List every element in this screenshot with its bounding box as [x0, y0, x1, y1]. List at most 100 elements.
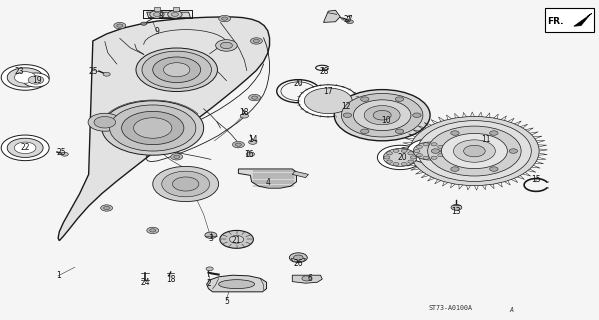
Circle shape [249, 140, 257, 144]
Circle shape [110, 105, 196, 151]
Polygon shape [323, 10, 340, 22]
Text: 4: 4 [266, 178, 271, 187]
Circle shape [219, 15, 231, 22]
Circle shape [395, 97, 404, 101]
Circle shape [431, 149, 440, 153]
Text: 9: 9 [155, 28, 159, 36]
Circle shape [410, 116, 539, 186]
Circle shape [302, 276, 311, 281]
Circle shape [153, 166, 219, 202]
Circle shape [222, 17, 228, 20]
Circle shape [304, 88, 352, 114]
Circle shape [150, 11, 164, 18]
Circle shape [431, 156, 437, 159]
Circle shape [171, 154, 183, 160]
Circle shape [94, 116, 116, 128]
Circle shape [401, 149, 407, 152]
Circle shape [164, 63, 190, 77]
Text: 13: 13 [452, 207, 461, 216]
Circle shape [377, 145, 423, 170]
Circle shape [353, 100, 411, 131]
Circle shape [440, 149, 446, 153]
Text: 21: 21 [232, 236, 241, 245]
Circle shape [173, 177, 199, 191]
Circle shape [408, 160, 414, 163]
Polygon shape [147, 12, 190, 18]
Polygon shape [238, 169, 297, 188]
Circle shape [220, 42, 232, 49]
Circle shape [334, 90, 430, 141]
Text: 1: 1 [56, 271, 60, 280]
Circle shape [250, 38, 262, 44]
Text: 12: 12 [341, 102, 351, 111]
Text: A: A [509, 307, 513, 313]
Text: 2: 2 [206, 279, 211, 288]
Circle shape [441, 133, 507, 169]
Text: 5: 5 [224, 297, 229, 306]
Circle shape [416, 145, 422, 148]
Text: 18: 18 [166, 275, 176, 284]
Circle shape [408, 152, 414, 155]
Circle shape [438, 145, 444, 148]
Circle shape [103, 72, 110, 76]
Text: 20: 20 [398, 153, 407, 162]
Polygon shape [154, 7, 160, 11]
Circle shape [122, 111, 184, 145]
Polygon shape [291, 259, 305, 262]
Circle shape [61, 152, 68, 156]
Text: 24: 24 [140, 278, 150, 287]
Polygon shape [173, 7, 179, 11]
Polygon shape [58, 17, 270, 241]
Text: 16: 16 [244, 150, 253, 159]
Text: 18: 18 [240, 108, 249, 117]
Circle shape [220, 230, 253, 248]
Circle shape [346, 20, 353, 24]
Circle shape [490, 131, 498, 135]
Text: 3: 3 [208, 234, 213, 243]
Circle shape [102, 101, 204, 155]
Circle shape [150, 229, 156, 232]
Circle shape [414, 149, 420, 153]
Circle shape [114, 22, 126, 29]
Circle shape [216, 40, 237, 51]
Circle shape [153, 57, 201, 83]
Circle shape [246, 152, 255, 156]
Circle shape [101, 205, 113, 211]
Circle shape [361, 129, 369, 133]
Circle shape [136, 48, 217, 92]
Circle shape [413, 113, 421, 117]
Circle shape [453, 140, 495, 162]
Circle shape [134, 118, 172, 138]
Circle shape [423, 143, 429, 146]
FancyBboxPatch shape [545, 8, 594, 32]
Circle shape [240, 114, 249, 118]
Circle shape [451, 167, 459, 171]
Circle shape [401, 163, 407, 166]
Circle shape [383, 148, 417, 166]
Circle shape [416, 154, 422, 157]
Polygon shape [292, 275, 322, 283]
Circle shape [428, 126, 521, 176]
Circle shape [361, 97, 369, 101]
Circle shape [153, 12, 161, 16]
Circle shape [386, 160, 392, 163]
Text: 22: 22 [20, 143, 30, 152]
Circle shape [384, 156, 390, 159]
Text: 20: 20 [294, 79, 303, 88]
Circle shape [88, 113, 122, 131]
Circle shape [343, 113, 352, 117]
Circle shape [490, 167, 498, 171]
Text: 26: 26 [294, 260, 303, 268]
Circle shape [174, 155, 180, 158]
Circle shape [393, 163, 399, 166]
Circle shape [1, 65, 49, 90]
Circle shape [341, 93, 423, 137]
Text: 7: 7 [345, 16, 350, 25]
Circle shape [364, 106, 400, 125]
Circle shape [117, 24, 123, 27]
Text: FR.: FR. [547, 17, 564, 26]
Polygon shape [574, 13, 592, 26]
Circle shape [147, 227, 159, 234]
Text: 25: 25 [56, 148, 66, 157]
Text: 23: 23 [14, 68, 24, 76]
